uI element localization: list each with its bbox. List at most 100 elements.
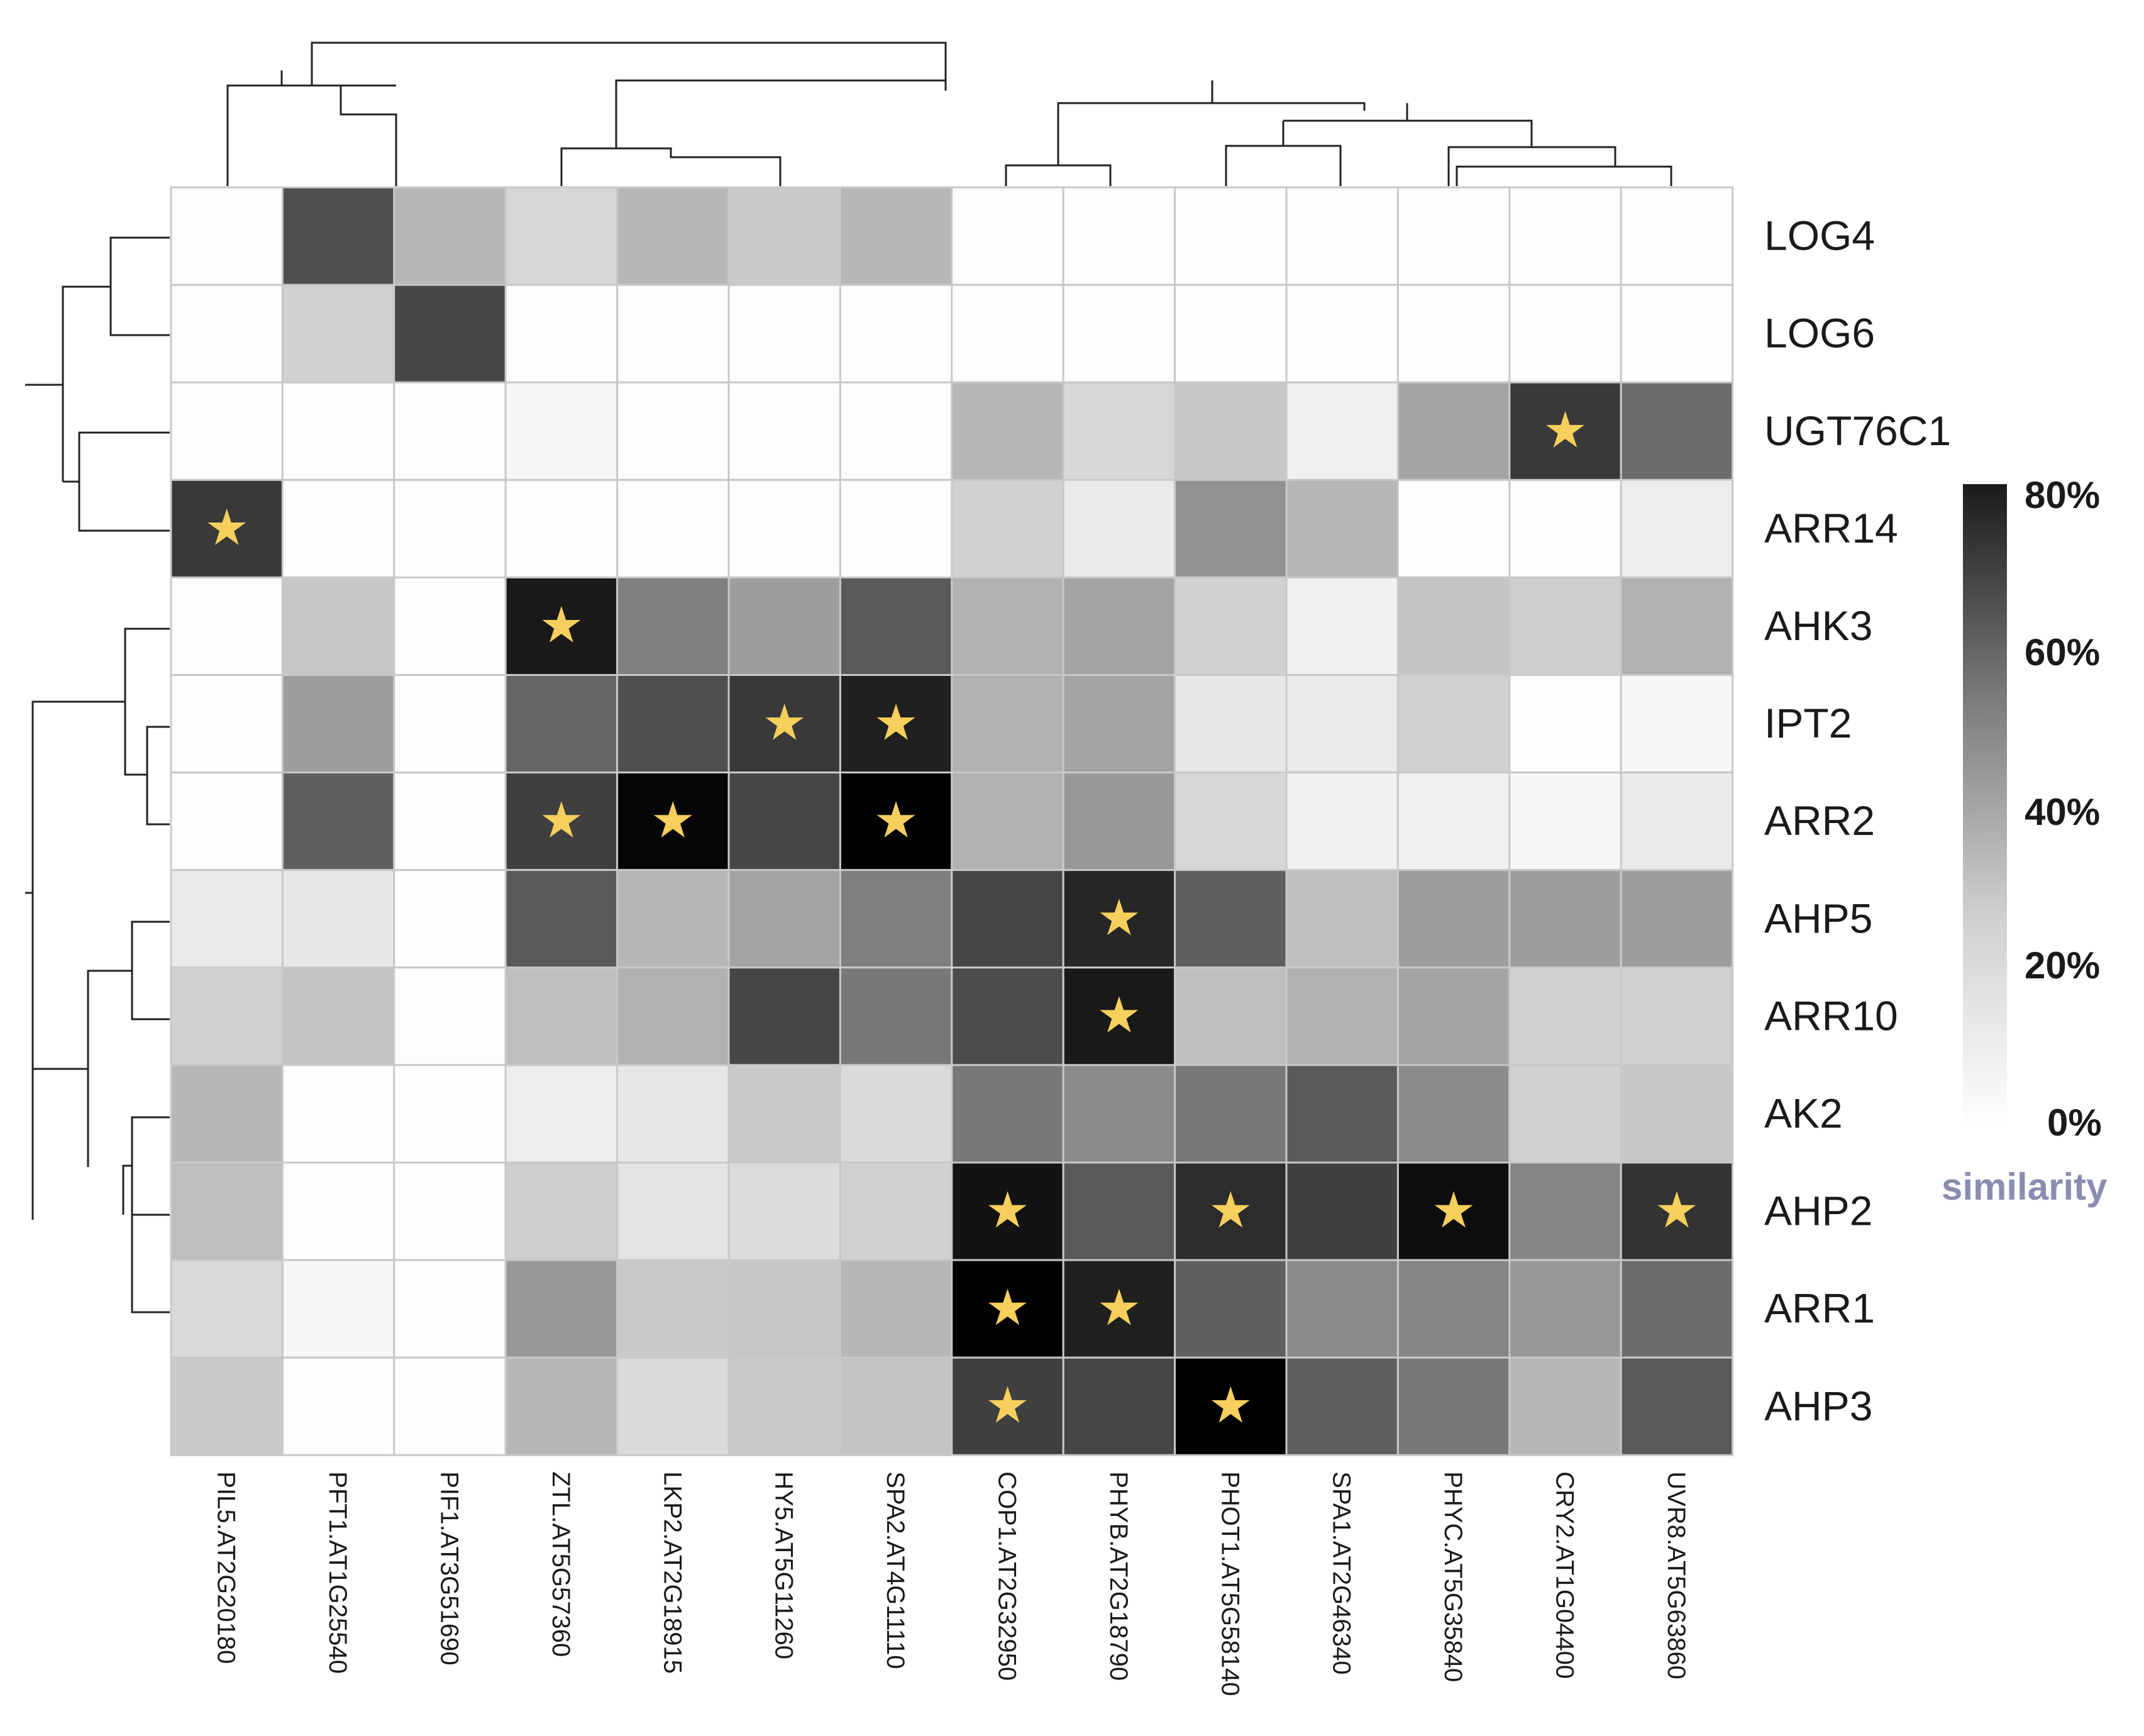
- heatmap-cell: [281, 674, 395, 774]
- heatmap-cell: [1285, 381, 1399, 481]
- heatmap-cell: [616, 1161, 730, 1261]
- heatmap-cell: [393, 674, 507, 774]
- row-label: AK2: [1764, 1090, 1843, 1137]
- heatmap-cell: [1062, 186, 1176, 286]
- heatmap-cell: [616, 1356, 730, 1456]
- column-label: SPA2.AT4G11110: [881, 1471, 909, 1669]
- heatmap-cell: [1620, 284, 1734, 384]
- heatmap-cell: [1620, 186, 1734, 286]
- heatmap-cell: [839, 966, 953, 1066]
- heatmap-cell: [1620, 576, 1734, 677]
- heatmap-cell: [616, 381, 730, 481]
- heatmap-cell: [839, 284, 953, 384]
- heatmap-cell: [727, 1259, 841, 1359]
- heatmap-cell: [281, 771, 395, 871]
- heatmap-cell: [1508, 1259, 1622, 1359]
- heatmap-cell: [616, 869, 730, 969]
- heatmap-cell: [393, 1064, 507, 1164]
- column-label: COP1.AT2G32950: [993, 1471, 1021, 1681]
- heatmap-cell: [727, 381, 841, 481]
- heatmap-cell: [1508, 771, 1622, 871]
- column-labels: PIL5.AT2G20180 PFT1.AT1G25540 PIF1.AT3G516…: [213, 1471, 1690, 1696]
- heatmap-cell: [839, 1356, 953, 1456]
- column-label: PIF1.AT3G51690: [436, 1471, 463, 1665]
- heatmap-cell: [1174, 1259, 1288, 1359]
- heatmap-cell: [1174, 771, 1288, 871]
- heatmap-cell: [839, 1259, 953, 1359]
- row-label: ARR10: [1764, 992, 1898, 1039]
- heatmap-cell: [504, 1161, 619, 1261]
- heatmap-cell: [393, 381, 507, 481]
- heatmap-cell: [393, 966, 507, 1066]
- heatmap-cell: [1285, 966, 1399, 1066]
- column-label: HY5.AT5G11260: [770, 1471, 798, 1659]
- heatmap-cell: [281, 284, 395, 384]
- heatmap-cell: [281, 576, 395, 677]
- heatmap-cell: [1396, 186, 1511, 286]
- heatmap-cell: [504, 674, 619, 774]
- heatmap-cell: [1285, 1161, 1399, 1261]
- heatmap-cell: [1396, 966, 1511, 1066]
- heatmap-cell: [1174, 478, 1288, 578]
- heatmap-cell: [170, 284, 284, 384]
- row-label: AHK3: [1764, 602, 1872, 649]
- heatmap-cell: [393, 1259, 507, 1359]
- heatmap-cell: [1174, 576, 1288, 677]
- column-label: SPA1.AT2G46340: [1328, 1471, 1356, 1674]
- heatmap-cell: [727, 869, 841, 969]
- heatmap-cell: [1174, 381, 1288, 481]
- heatmap-cell: [1396, 1064, 1511, 1164]
- heatmap-cell: [1062, 1064, 1176, 1164]
- heatmap-cell: [951, 1064, 1064, 1164]
- heatmap-cell: [170, 771, 284, 871]
- heatmap-cell: [839, 869, 953, 969]
- heatmap-cell: [1620, 381, 1734, 481]
- heatmap-cell: [1174, 869, 1288, 969]
- heatmap-cell: [1285, 674, 1399, 774]
- heatmap-cell: [1396, 869, 1511, 969]
- heatmap-cell: [1620, 1356, 1734, 1456]
- heatmap-cell: [1396, 478, 1511, 578]
- colorbar: 80% 60% 40% 20% 0% similarity: [1942, 474, 2108, 1208]
- heatmap-cell: [281, 1161, 395, 1261]
- heatmap-cell: [170, 1064, 284, 1164]
- colorbar-tick-label: 20%: [2025, 944, 2100, 987]
- heatmap-cell: [1508, 1064, 1622, 1164]
- heatmap-cell: [1062, 1356, 1176, 1456]
- heatmap-cell: [281, 1259, 395, 1359]
- heatmap-cell: [1062, 284, 1176, 384]
- heatmap-cell: [839, 771, 953, 871]
- heatmap-cell: [1396, 1356, 1511, 1456]
- heatmap-cell: [1508, 478, 1622, 578]
- heatmap-cell: [951, 771, 1064, 871]
- heatmap-cell: [393, 186, 507, 286]
- column-label: UVR8.AT5G63860: [1662, 1471, 1690, 1679]
- heatmap-cell: [839, 576, 953, 677]
- row-labels: LOG4 LOG6 UGT76C1 ARR14 AHK3 IPT2 ARR2 AHP5 ARR1…: [1764, 213, 1951, 1429]
- heatmap-cells: [170, 186, 1734, 1456]
- heatmap-cell: [951, 674, 1064, 774]
- heatmap-cell: [839, 186, 953, 286]
- column-label: PHOT1.AT5G58140: [1216, 1471, 1244, 1696]
- row-label: UGT76C1: [1764, 407, 1951, 454]
- heatmap-cell: [281, 869, 395, 969]
- heatmap-cell: [1285, 1064, 1399, 1164]
- colorbar-gradient: [1963, 484, 2007, 1125]
- row-dendrogram: [25, 236, 170, 1313]
- heatmap-cell: [1285, 1259, 1399, 1359]
- heatmap-cell: [393, 1356, 507, 1456]
- heatmap-cell: [1508, 1161, 1622, 1261]
- heatmap-cell: [504, 478, 619, 578]
- heatmap-cell: [1062, 1161, 1176, 1261]
- heatmap-cell: [1508, 674, 1622, 774]
- heatmap-cell: [1285, 186, 1399, 286]
- heatmap-cell: [1508, 1356, 1622, 1456]
- heatmap-cell: [616, 576, 730, 677]
- heatmap-cell: [951, 576, 1064, 677]
- heatmap-cell: [393, 1161, 507, 1261]
- heatmap-cell: [1620, 478, 1734, 578]
- heatmap-cell: [727, 478, 841, 578]
- heatmap-cell: [170, 674, 284, 774]
- heatmap-cell: [281, 478, 395, 578]
- heatmap-cell: [1620, 1064, 1734, 1164]
